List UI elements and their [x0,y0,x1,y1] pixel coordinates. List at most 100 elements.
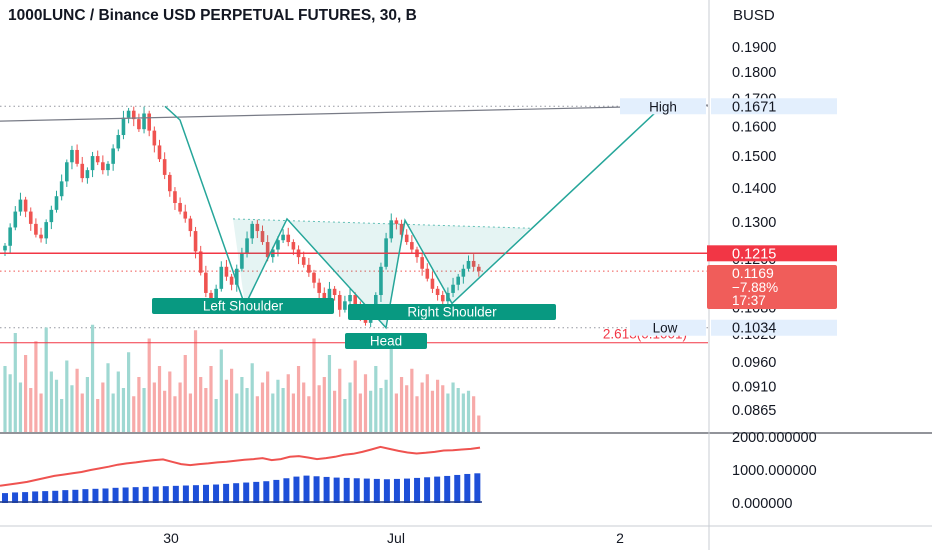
volume-bar [34,341,38,432]
chart-title: 1000LUNC / Binance USD PERPETUAL FUTURES… [8,7,417,24]
indicator-histogram-bar [233,483,240,503]
volume-bar [333,390,337,432]
indicator-histogram-bar [203,484,209,503]
volume-bar [436,379,440,432]
volume-bar [394,393,398,432]
pattern-label-box [152,298,334,314]
indicator-histogram-bar [273,479,280,503]
volume-bar [312,338,316,432]
trendline [0,104,709,122]
pattern-label-box [348,304,556,320]
indicator-histogram-bar [2,493,8,503]
price-axis-tick: 0.1300 [732,215,776,231]
pattern-fill [233,218,530,328]
volume-bar [163,390,167,432]
candle-body [456,276,460,285]
volume-bar [80,393,84,432]
indicator-histogram-bar [414,477,421,503]
candle-body [95,156,100,163]
candle-body [435,288,440,296]
indicator-histogram-bar [444,475,451,503]
indicator-histogram-bar [182,485,189,503]
indicator-axis-tick: 2000.000000 [732,430,817,446]
pattern-zigzag [164,105,663,330]
indicator-histogram-bar [12,492,19,503]
indicator-pane[interactable] [0,445,482,503]
candle-body [410,242,414,250]
candle-body [265,242,270,258]
indicator-histogram-bar [132,487,139,503]
volume-bar [260,382,265,432]
pattern-label-box [345,333,427,349]
candle-body [3,245,7,251]
candle-body [379,266,383,296]
indicator-histogram-bar [263,481,270,503]
candle-body [178,202,182,212]
indicator-histogram-bar [102,488,109,503]
candle-body [281,234,285,241]
price-axis-tick: 0.0910 [732,380,776,396]
candle-body [70,149,74,163]
volume-bar [302,382,306,432]
volume-bar [209,366,213,432]
candle-body [430,278,435,289]
candle-body [471,260,476,267]
volume-bar [379,388,383,432]
candle-body [394,220,399,224]
indicator-histogram-bar [162,486,169,503]
candle-body [168,174,172,192]
volume-bar [188,393,192,432]
volume-bar [106,363,110,432]
volume-bar [477,415,481,432]
volume-bar [39,393,43,432]
volume-bar [111,393,115,432]
candle-body [312,272,316,283]
indicator-histogram-bar [42,491,49,503]
volume-bar [49,371,53,432]
last-price-value: 0.1169 [732,265,774,281]
indicator-histogram-bar [474,473,481,503]
candle-body [13,211,18,228]
last-price-change: −7.88% [732,280,778,295]
candle-body [255,223,260,232]
price-axis-tick: 0.0960 [732,355,776,371]
candle-body [59,181,64,197]
candle-body [28,211,33,224]
volume-bar [60,399,64,432]
indicator-histogram-bar [172,485,179,503]
volume-bar [291,393,295,432]
indicator-histogram-bar [62,490,69,503]
indicator-histogram-bar [303,475,310,503]
volume-bar [271,393,275,432]
volume-bar [286,374,290,432]
candle-body [214,288,218,306]
time-axis-tick: 30 [163,530,179,546]
volume-bar [338,368,342,432]
candle-body [327,288,332,304]
candle-body [389,220,394,239]
volume-bar [348,382,352,432]
indicator-histogram-bar [454,474,461,503]
volume-bar [384,379,388,432]
volume-bar [245,388,249,432]
volume-bar [415,396,419,432]
candle-body [131,110,136,120]
volume-bar [101,382,105,432]
volume-bar [224,379,229,432]
volume-bar [168,371,172,432]
indicator-histogram-bar [293,476,300,503]
volume-bar [116,371,120,432]
indicator-histogram-bar [404,478,410,503]
volume-bar [137,377,141,432]
volume-bar [405,385,409,432]
candle-body [461,268,466,277]
candle-body [183,211,188,219]
time-axis[interactable]: 30 Jul 2 [163,530,624,546]
high-value-box [711,98,837,115]
candle-body [80,163,85,179]
volume-bar [54,379,59,432]
candle-body [348,295,352,302]
volume-bar [389,333,393,432]
candle-body [75,149,79,164]
